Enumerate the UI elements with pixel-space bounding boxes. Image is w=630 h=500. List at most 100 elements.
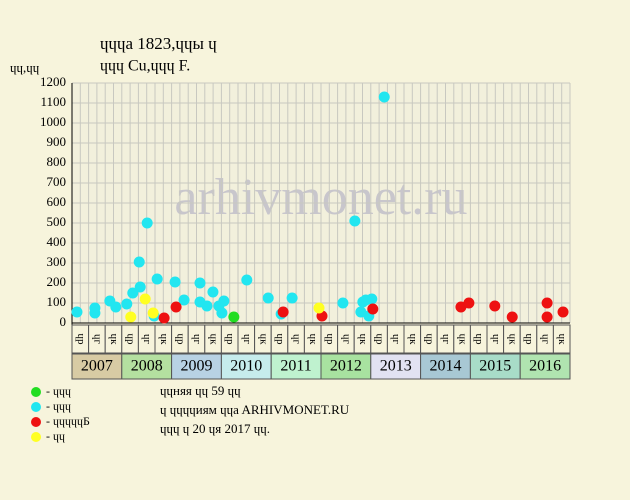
- period-label: ɥг: [340, 334, 352, 345]
- period-label: ɥр: [75, 334, 87, 346]
- note: ɥɥɥ ɥ 20 ɥя 2017 ɥɥ.: [160, 421, 270, 436]
- period-label: ɥк: [457, 334, 469, 346]
- period-label: ɥг: [440, 334, 452, 345]
- y-tick-label: 400: [47, 234, 67, 249]
- x-tick-label: 2010: [230, 358, 262, 375]
- year-cell: [270, 353, 322, 380]
- x-tick-label: 2016: [529, 358, 561, 375]
- period-label: ɥг: [490, 334, 502, 345]
- period-label: ɥк: [307, 334, 319, 346]
- y-tick-label: 600: [47, 194, 67, 209]
- point: [139, 293, 151, 305]
- point: [277, 306, 289, 318]
- point: [134, 281, 146, 293]
- point: [207, 286, 219, 298]
- legend-swatch: [31, 417, 41, 427]
- point: [541, 297, 553, 309]
- note: ɥ ɥɥɥɥиям ɥɥa ARHIVMONET.RU: [160, 402, 350, 417]
- period-label: ɥр: [125, 334, 137, 346]
- point: [557, 306, 569, 318]
- point: [169, 276, 181, 288]
- y-tick-label: 300: [47, 254, 67, 269]
- point: [463, 297, 475, 309]
- year-cell: [320, 353, 372, 380]
- x-tick-label: 2014: [430, 358, 462, 375]
- y-tick-label: 200: [47, 274, 67, 289]
- point: [110, 301, 122, 313]
- point: [125, 311, 137, 323]
- y-tick-label: 1000: [40, 114, 66, 129]
- legend-label: - ɥɥ: [46, 429, 65, 443]
- point: [262, 292, 274, 304]
- year-cell: [71, 353, 123, 380]
- period-label: ɥк: [506, 334, 518, 346]
- year-cell: [171, 353, 222, 380]
- point: [349, 215, 361, 227]
- point: [337, 297, 349, 309]
- point: [127, 287, 139, 299]
- x-tick-label: 2012: [330, 358, 362, 375]
- point: [178, 294, 190, 306]
- period-label: ɥг: [141, 334, 153, 345]
- y-tick-label: 700: [47, 174, 67, 189]
- period-label: ɥк: [158, 334, 170, 346]
- x-tick-label: 2007: [81, 358, 113, 375]
- point: [170, 301, 182, 313]
- y-tick-label: 800: [47, 154, 67, 169]
- point: [216, 307, 228, 319]
- x-tick-label: 2008: [131, 358, 163, 375]
- point: [71, 306, 83, 318]
- point: [506, 311, 518, 323]
- point: [133, 256, 145, 268]
- period-label: ɥр: [174, 334, 186, 346]
- legend-label: - ɥɥɥ: [46, 384, 71, 398]
- point: [89, 302, 101, 314]
- y-tick-label: 1100: [40, 94, 66, 109]
- chart-title: ɥɥɥa 1823,ɥɥы ɥ: [100, 34, 217, 53]
- period-label: ɥк: [208, 334, 220, 346]
- point: [313, 302, 325, 314]
- legend-label: - ɥɥɥ: [46, 399, 71, 413]
- period-label: ɥр: [423, 334, 435, 346]
- point: [121, 298, 133, 310]
- period-label: ɥк: [108, 334, 120, 346]
- period-label: ɥк: [407, 334, 419, 346]
- year-cell: [519, 353, 571, 380]
- y-axis-label: ɥɥ,ɥɥ: [10, 60, 40, 75]
- x-tick-label: 2015: [479, 358, 511, 375]
- period-label: ɥр: [224, 334, 236, 346]
- point: [158, 312, 170, 324]
- period-label: ɥр: [374, 334, 386, 346]
- period-label: ɥр: [324, 334, 336, 346]
- legend-swatch: [31, 387, 41, 397]
- y-tick-label: 900: [47, 134, 67, 149]
- point: [489, 300, 501, 312]
- point: [286, 292, 298, 304]
- legend-swatch: [31, 402, 41, 412]
- x-tick-label: 2009: [181, 358, 213, 375]
- y-tick-label: 100: [47, 294, 67, 309]
- period-label: ɥк: [257, 334, 269, 346]
- period-cell: [552, 324, 571, 354]
- legend-swatch: [31, 432, 41, 442]
- period-label: ɥг: [390, 334, 402, 345]
- period-label: ɥк: [357, 334, 369, 346]
- period-label: ɥр: [274, 334, 286, 346]
- point: [151, 273, 163, 285]
- period-label: ɥр: [473, 334, 485, 346]
- point: [147, 307, 159, 319]
- period-label: ɥк: [556, 334, 568, 346]
- point: [201, 300, 213, 312]
- period-label: ɥг: [91, 334, 103, 345]
- y-tick-label: 500: [47, 214, 67, 229]
- point: [218, 295, 230, 307]
- legend-label: - ɥɥɥɥɥБ: [46, 414, 90, 428]
- y-tick-label: 1200: [40, 74, 66, 89]
- point: [378, 91, 390, 103]
- point: [541, 311, 553, 323]
- point: [194, 277, 206, 289]
- period-label: ɥг: [241, 334, 253, 345]
- point: [241, 274, 253, 286]
- point: [141, 217, 153, 229]
